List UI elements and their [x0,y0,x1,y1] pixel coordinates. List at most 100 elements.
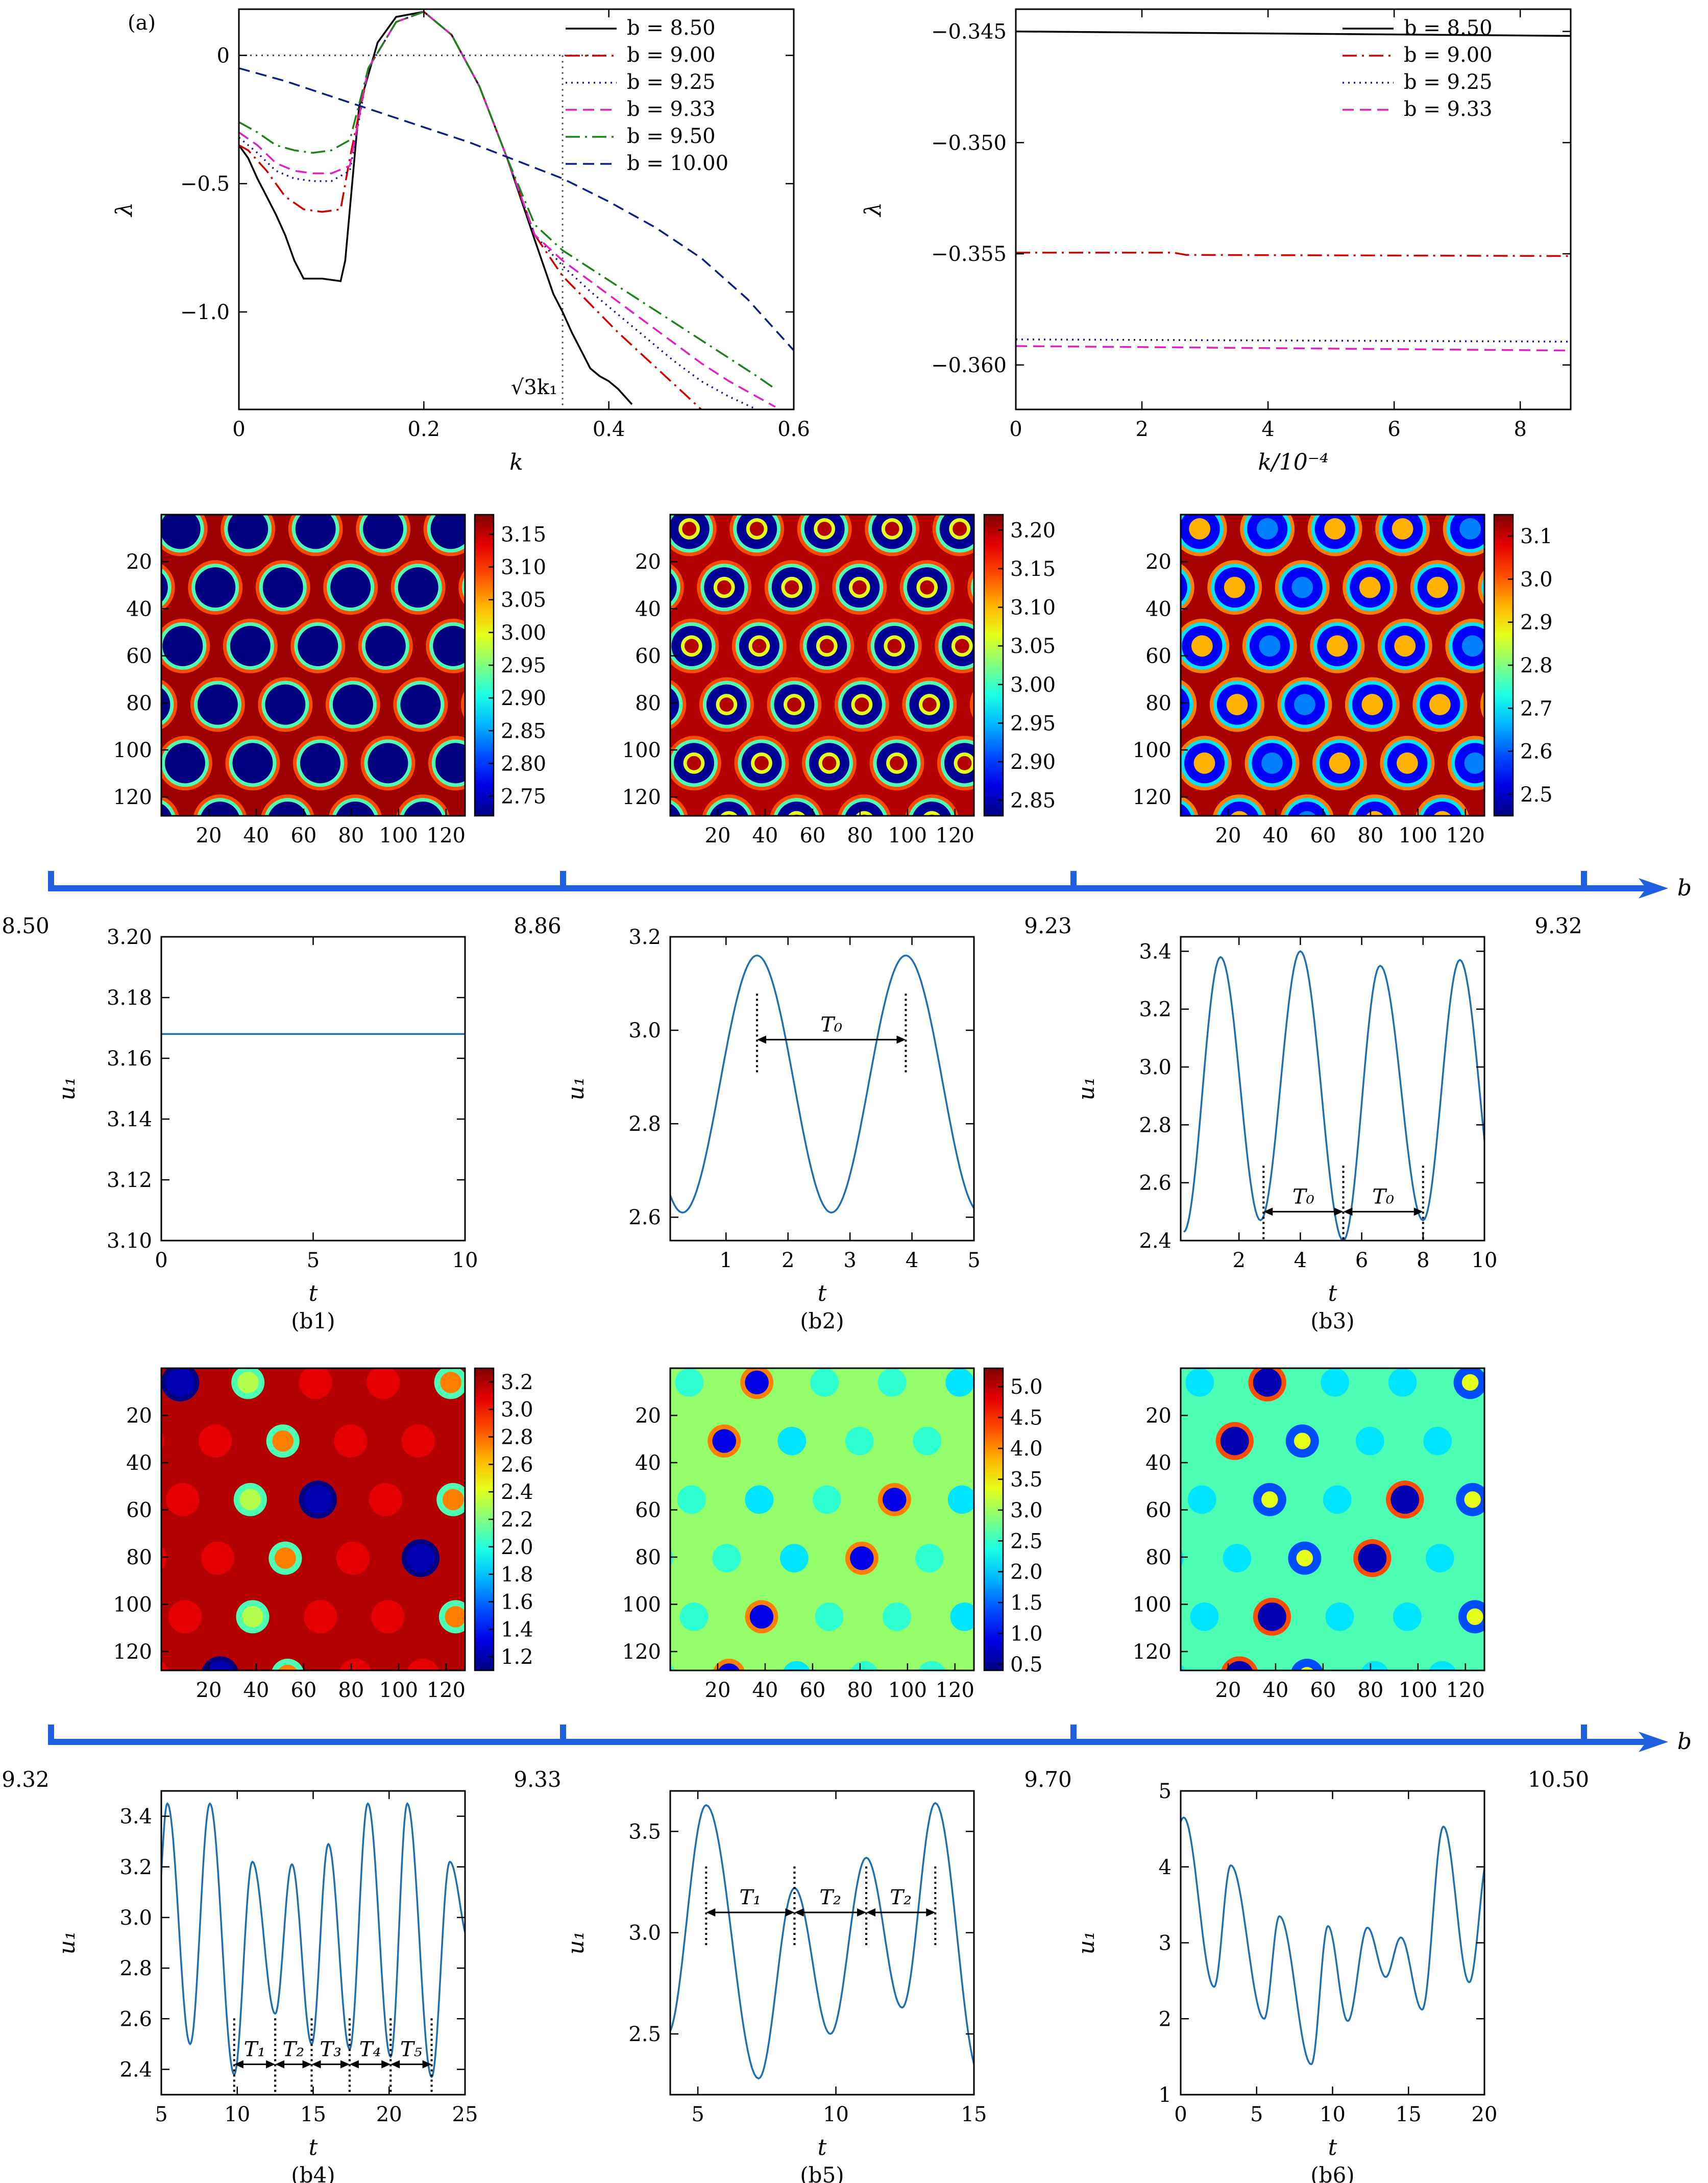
period-arrowhead [349,2060,359,2069]
spot-core [1390,1485,1420,1514]
ring-edge [834,447,881,494]
ring-mid [583,811,604,833]
spot-faint [1631,1661,1660,1690]
spot-faint [1558,1427,1587,1456]
panel-a-label: (a) [128,11,156,35]
spot-halo [20,619,75,673]
ring-center [1259,635,1281,657]
ring-halo [1580,619,1635,673]
y-tick-label: 3.0 [1139,1056,1172,1079]
ring-dark [744,860,784,901]
ring-center [817,521,832,536]
spot-faint [1083,1485,1112,1514]
ring-center [885,521,899,536]
spot-core [27,626,67,666]
ring-halo [1476,443,1530,498]
spot-faint [1051,1544,1079,1572]
spot-halo [388,443,443,498]
spot-blue [1258,1717,1291,1751]
spot-halo [22,736,77,790]
ring-edge [1073,447,1121,494]
spot-inner [1464,1491,1481,1508]
spot-core [950,1602,974,1631]
spot-edge [56,564,104,611]
plot-area [670,954,974,1214]
spot-faint [1355,1426,1384,1456]
spot-core [193,450,233,491]
y-tick-label: −0.350 [931,131,1007,155]
spot-core [544,1661,573,1690]
colorbar-tick-label: 3.0 [1010,1499,1043,1522]
spot-core [62,685,103,725]
ring-edge [1549,564,1597,611]
spot-core [505,860,546,901]
ring-mid [644,459,665,481]
ring-dark [1287,802,1327,816]
spot-core [400,684,441,725]
series-line [1181,1816,1484,2066]
colorbar [983,514,1004,817]
spot-shadow [161,1661,168,1670]
spot-core [445,1606,465,1628]
ring-halo [1583,736,1638,790]
ring-center [953,521,967,536]
spot-core [438,860,478,901]
spot-halo [18,501,72,556]
x-tick-label: 60 [799,1679,825,1702]
ring-edge [1454,857,1501,904]
colorbar-tick-label: 2.0 [1010,1561,1043,1584]
spot-faint [812,1485,841,1514]
spot-core [745,1370,769,1395]
spot-core [65,802,105,842]
ring-halo [1585,853,1640,908]
ring-dark [837,450,877,491]
spot-faint [1048,1427,1077,1456]
x-axis-label: t [1328,1280,1337,1306]
ring-center [687,756,701,770]
spot-shadow [539,1542,572,1575]
colorbar-tick-label: 1.5 [1010,1591,1043,1615]
ring-dark [1525,860,1565,901]
ring-mid [1087,635,1108,657]
period-arrowhead [266,2060,276,2069]
ring-edge [943,857,991,904]
spot-rim [1524,1598,1561,1636]
timeline-tick-label: 8.86 [514,913,562,938]
ring-mid [670,815,671,816]
spot-edge [467,1307,500,1341]
x-tick-label: 10 [1472,1249,1498,1272]
legend-entry: b = 9.00 [627,43,716,67]
ring-center [1461,635,1483,657]
x-tick-label: 3 [843,1249,856,1272]
ring-dark [1181,688,1190,721]
spot-halo [160,853,215,908]
y-tick-label: 80 [635,1546,661,1569]
ring-edge [1584,622,1631,670]
ring-halo [1315,853,1370,908]
x-tick-label: 60 [799,824,825,847]
spot-inner [1091,1433,1108,1449]
ring-dark [1110,567,1150,608]
ring-halo [804,853,859,908]
ring-mid [613,635,635,657]
ring-dark [1119,860,1159,901]
spot-dark [126,1305,164,1343]
spot-dark [539,1656,577,1694]
ring-center [985,463,999,477]
x-tick-label: 120 [427,824,466,847]
spot-core [161,688,170,721]
ring-center [1433,811,1451,816]
spot-halo [564,736,618,790]
spot-halo [228,853,282,908]
spot-core [718,1663,740,1670]
ring-dark [1618,450,1658,491]
spot-core [272,1430,294,1452]
spot-core [1528,1603,1557,1631]
timeline-tick-label: 9.33 [514,1767,562,1792]
period-arrowhead [340,2060,350,2069]
spot-edge [367,857,414,904]
colorbar-tick-label: 3.00 [1010,673,1056,697]
x-tick-label: 6 [1355,1249,1368,1272]
spot-shadow [369,1483,402,1516]
spot-shadow [201,1541,234,1575]
